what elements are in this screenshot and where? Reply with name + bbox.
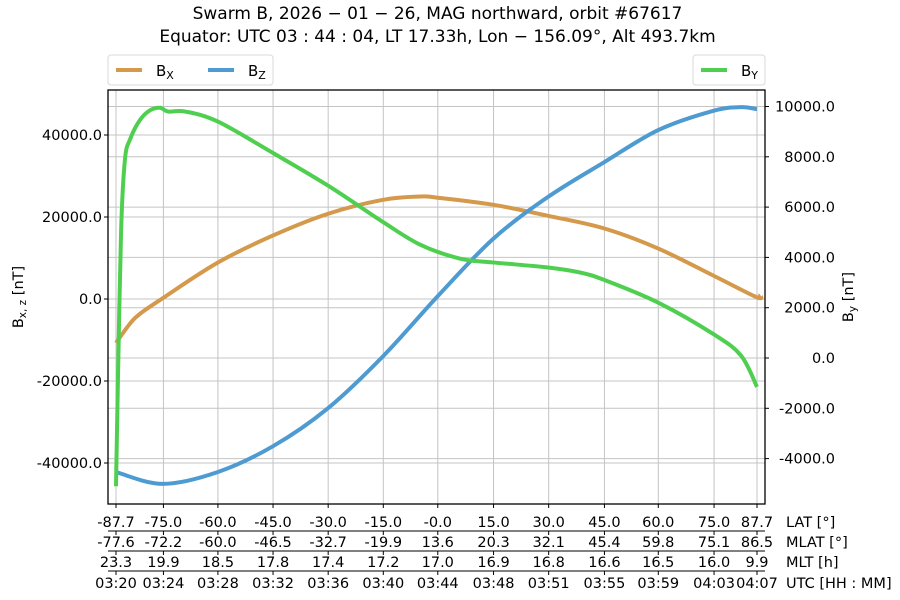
x-tick-label: 16.8: [533, 555, 565, 571]
series-bx-line: [114, 194, 764, 345]
x-tick-label: -77.6: [97, 535, 135, 551]
right-axis-tick-label: 0.0: [812, 351, 835, 367]
data-curves: [114, 105, 764, 487]
x-tick-label: 03:32: [252, 576, 294, 592]
x-tick-label: 03:55: [584, 576, 626, 592]
x-label-row-0: -87.7 -75.0 -60.0 -45.0 -30.0 -15.0 -0.0 15.0 30…: [97, 515, 835, 535]
plot-frame: [107, 89, 766, 505]
chart-title-line-2: Equator: UTC 03 : 44 : 04, LT 17.33h, Lo…: [159, 27, 716, 47]
x-tick-label: 16.5: [642, 555, 674, 571]
x-tick-label: 86.5: [741, 535, 773, 551]
grid: [108, 90, 765, 504]
left-axis-label: Bx, z [nT]: [11, 266, 29, 328]
legend-label-x: BX: [156, 62, 174, 82]
x-tick-label: 9.9: [745, 555, 768, 571]
x-tick-label: -75.0: [145, 515, 183, 531]
legend-label-z: BZ: [248, 62, 266, 82]
x-tick-label: -72.2: [145, 535, 183, 551]
x-label-row-2: 23.3 19.9 18.5 17.8 17.4 17.2 17.0 16.9 16.8 16.6…: [100, 555, 839, 575]
x-tick-label: -15.0: [365, 515, 403, 531]
x-tick-label: 18.5: [202, 555, 234, 571]
x-tick-label: 03:44: [417, 576, 459, 592]
legend-right: BY: [692, 54, 766, 86]
x-tick-label: 03:36: [307, 576, 349, 592]
right-axis-tick-label: 6000.0: [784, 200, 835, 216]
x-tick-label: -45.0: [254, 515, 292, 531]
x-row-name: LAT [°]: [786, 515, 835, 531]
x-tick-label: 20.3: [477, 535, 509, 551]
left-axis-tick-label: 0.0: [79, 292, 102, 308]
right-axis-tick-label: 4000.0: [784, 250, 835, 266]
x-tick-label: 59.8: [642, 535, 674, 551]
x-tick-label: 03:59: [637, 576, 679, 592]
left-axis-tick-label: 20000.0: [42, 210, 102, 226]
chart-title-line-1: Swarm B, 2026 − 01 − 26, MAG northward, …: [192, 4, 683, 24]
x-tick-label: 32.1: [533, 535, 565, 551]
x-row-name: UTC [HH : MM]: [786, 576, 892, 592]
x-tick-label: -0.0: [424, 515, 452, 531]
x-tick-label: 23.3: [100, 555, 132, 571]
right-axis-label: By [nT]: [841, 272, 859, 322]
x-row-name: MLAT [°]: [786, 535, 848, 551]
x-tick-label: 03:40: [362, 576, 404, 592]
series-bz-line: [115, 105, 758, 486]
x-tick-label: 45.4: [588, 535, 620, 551]
left-axis-tick-label: -20000.0: [37, 374, 102, 390]
right-axis-tick-label: -2000.0: [779, 401, 835, 417]
x-tick-label: 03:20: [95, 576, 137, 592]
right-axis-tick-label: 10000.0: [775, 100, 835, 116]
x-tick-label: 75.1: [698, 535, 730, 551]
x-tick-label: 16.6: [588, 555, 620, 571]
x-tick-label: 04:03: [693, 576, 735, 592]
x-tick-label: 87.7: [741, 515, 773, 531]
x-tick-label: -19.9: [365, 535, 403, 551]
right-axis-tick-label: 2000.0: [784, 301, 835, 317]
left-axis-tick-label: 40000.0: [42, 128, 102, 144]
x-tick-label: -32.7: [309, 535, 347, 551]
legend-box: [692, 54, 766, 86]
x-tick-label: -60.0: [199, 515, 237, 531]
x-tick-label: 03:24: [143, 576, 185, 592]
x-label-row-1: -77.6 -72.2 -60.0 -46.5 -32.7 -19.9 13.6 20.3 32…: [97, 535, 848, 555]
x-tick-label: -30.0: [309, 515, 347, 531]
x-tick-label: 16.9: [477, 555, 509, 571]
right-axis-tick-label: -4000.0: [779, 452, 835, 468]
legend-left: BX BZ: [107, 54, 274, 86]
x-label-row-3: 03:20 03:24 03:28 03:32 03:36 03:40 03:44 03:48…: [95, 576, 892, 592]
x-tick-label: -87.7: [97, 515, 135, 531]
x-tick-label: 03:28: [197, 576, 239, 592]
x-tick-label: 45.0: [588, 515, 620, 531]
x-tick-label: 17.2: [367, 555, 399, 571]
legend-box: [107, 54, 274, 86]
x-tick-label: 17.0: [422, 555, 454, 571]
x-row-name: MLT [h]: [786, 555, 839, 571]
series-by-line: [114, 105, 759, 487]
right-axis-tick-label: 8000.0: [784, 150, 835, 166]
x-tick-label: 16.0: [698, 555, 730, 571]
x-tick-label: 13.6: [422, 535, 454, 551]
x-tick-label: 17.4: [312, 555, 344, 571]
left-axis-tick-label: -40000.0: [37, 456, 102, 472]
x-tick-label: -46.5: [254, 535, 292, 551]
x-tick-label: 75.0: [698, 515, 730, 531]
x-tick-label: 30.0: [533, 515, 565, 531]
x-tick-label: 17.8: [257, 555, 289, 571]
legend-label-y: BY: [741, 62, 758, 82]
x-tick-label: 03:48: [473, 576, 515, 592]
x-tick-label: 60.0: [642, 515, 674, 531]
x-tick-label: -60.0: [199, 535, 237, 551]
x-tick-label: 19.9: [147, 555, 179, 571]
x-tick-label: 04:07: [736, 576, 778, 592]
x-tick-label: 15.0: [477, 515, 509, 531]
x-tick-label: 03:51: [528, 576, 570, 592]
